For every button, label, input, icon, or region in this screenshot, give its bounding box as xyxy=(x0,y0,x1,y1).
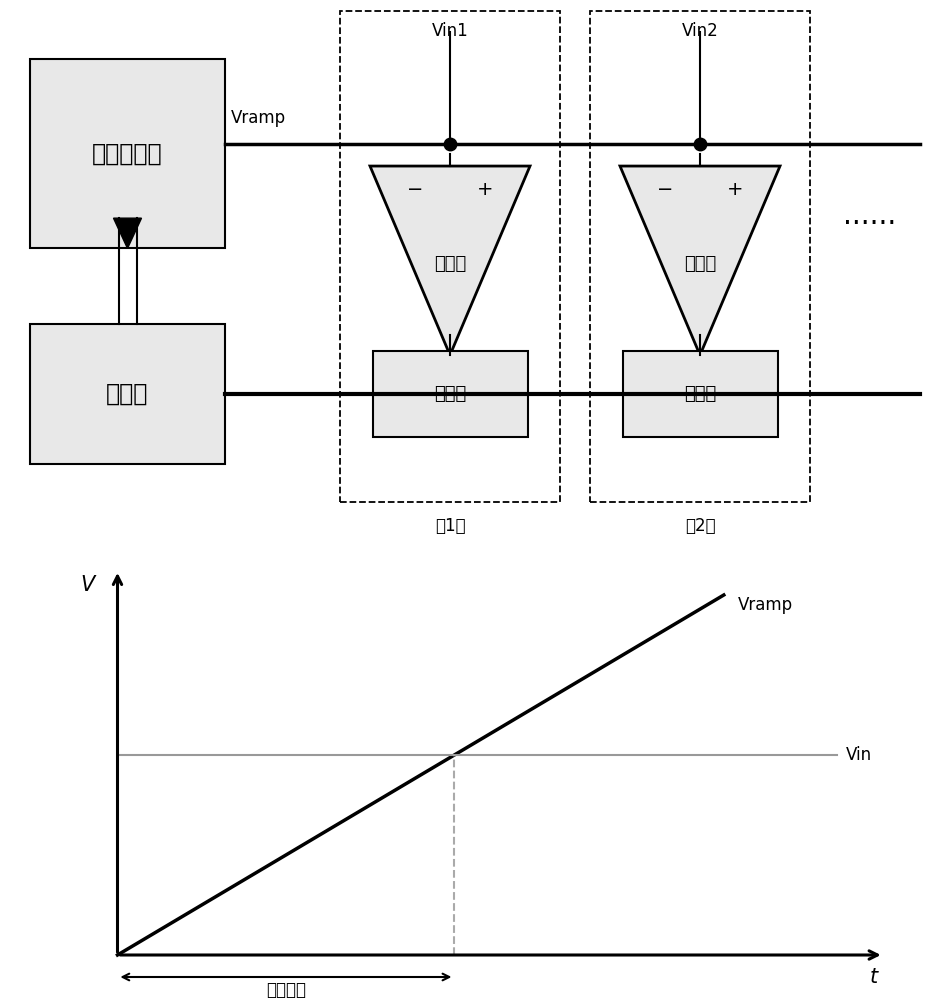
Polygon shape xyxy=(114,218,142,248)
Text: −: − xyxy=(407,180,423,199)
FancyBboxPatch shape xyxy=(622,351,777,437)
Text: 计数器值: 计数器值 xyxy=(266,981,306,999)
Text: Vramp: Vramp xyxy=(231,109,286,127)
Text: 比较器: 比较器 xyxy=(434,255,466,273)
Polygon shape xyxy=(370,166,530,355)
FancyBboxPatch shape xyxy=(30,324,225,464)
Text: 第1列: 第1列 xyxy=(434,517,465,535)
Text: Vin2: Vin2 xyxy=(682,22,718,40)
FancyBboxPatch shape xyxy=(30,59,225,248)
Text: V: V xyxy=(80,575,95,595)
Text: Vin: Vin xyxy=(846,746,872,764)
Polygon shape xyxy=(620,166,780,355)
Text: −: − xyxy=(657,180,673,199)
Text: +: + xyxy=(727,180,744,199)
Text: Vin1: Vin1 xyxy=(431,22,468,40)
Text: 寄存器: 寄存器 xyxy=(434,385,466,403)
Text: t: t xyxy=(870,967,878,987)
Text: 比较器: 比较器 xyxy=(684,255,716,273)
Text: 寄存器: 寄存器 xyxy=(684,385,716,403)
Text: 第2列: 第2列 xyxy=(684,517,715,535)
Text: Vramp: Vramp xyxy=(738,596,793,614)
Text: 斜坡发生器: 斜坡发生器 xyxy=(92,142,163,166)
Text: ......: ...... xyxy=(843,202,897,230)
Text: 计数器: 计数器 xyxy=(106,382,149,406)
FancyBboxPatch shape xyxy=(372,351,527,437)
Text: +: + xyxy=(477,180,494,199)
